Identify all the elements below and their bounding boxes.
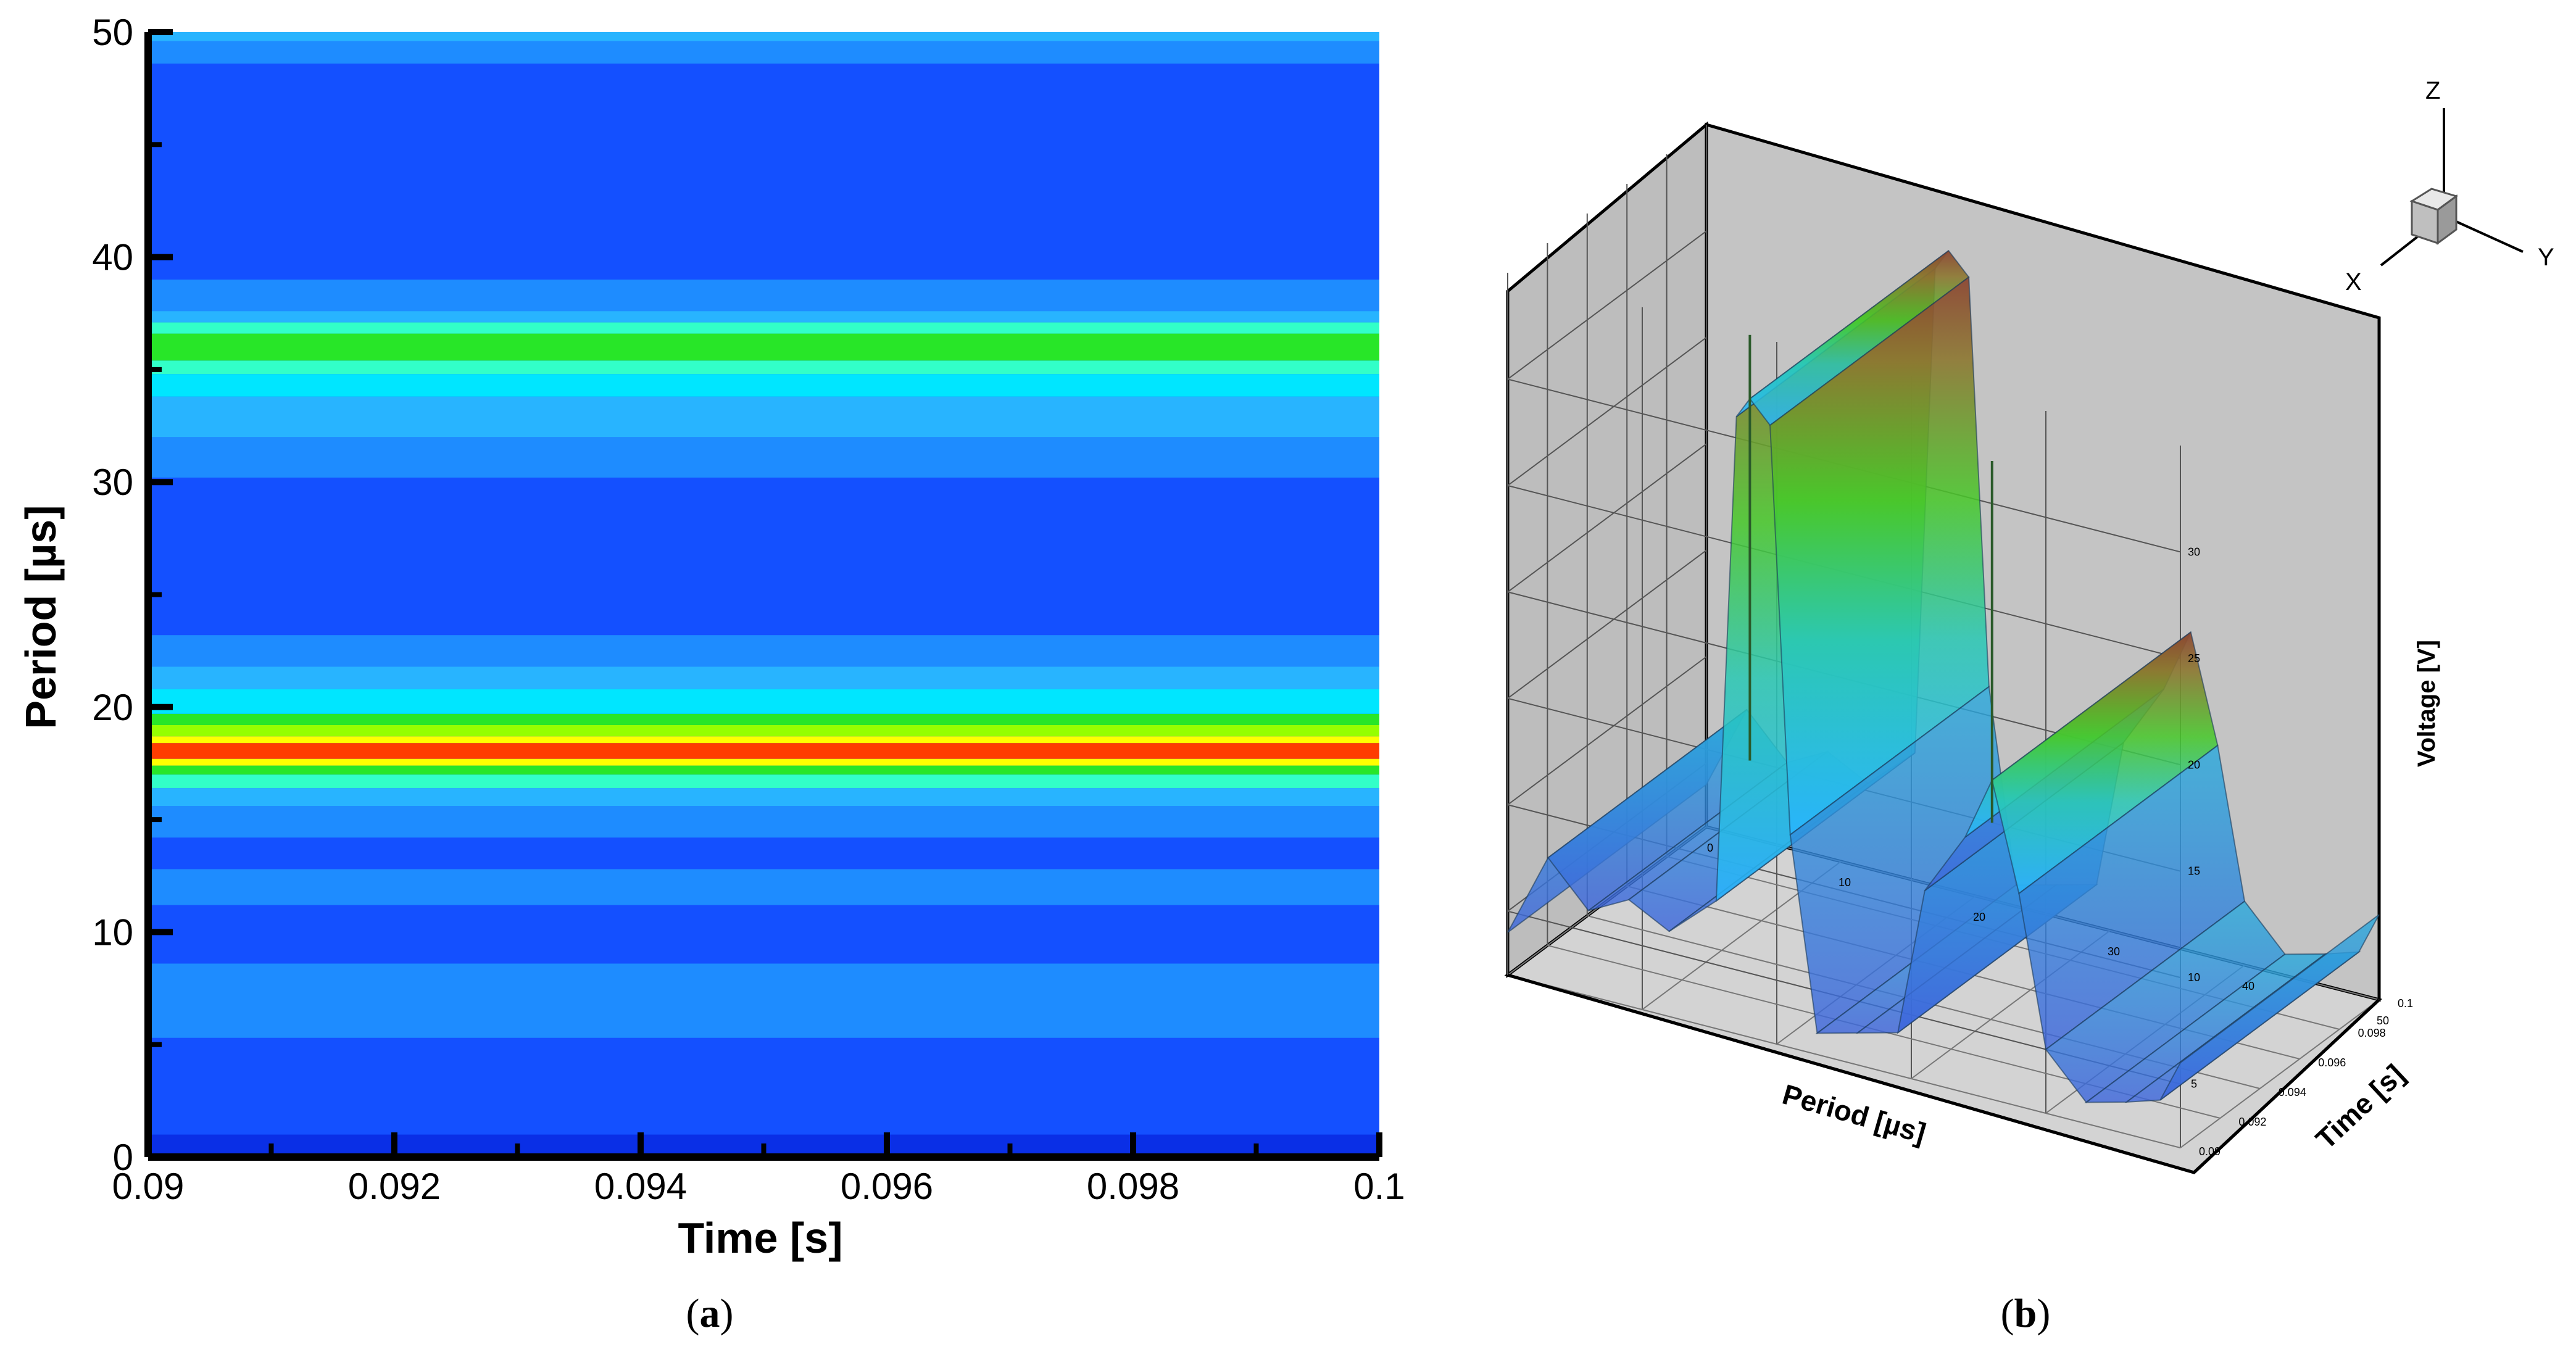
heatmap-x-tick-label: 0.096 [841,1166,933,1207]
surface-time-tick-label: 0.096 [2318,1056,2346,1069]
heatmap-band [148,635,1379,667]
grid-line [1507,230,1707,380]
surface-period-tick-label: 20 [1973,911,1985,923]
heatmap-band [148,322,1379,334]
heatmap-band [148,311,1379,323]
triad-y-label: Y [2538,244,2554,271]
heatmap-x-axis-title: Time [s] [678,1214,842,1262]
heatmap-band [148,724,1379,737]
heatmap-band [148,1037,1379,1135]
surface-voltage-tick-label: 15 [2188,865,2200,878]
heatmap-band [148,713,1379,725]
heatmap-band [148,437,1379,478]
panel-a-caption: (a) [686,1291,734,1336]
surface-voltage-axis-title: Voltage [V] [2413,640,2440,767]
grid-line [1507,549,1707,699]
heatmap-band [148,806,1379,838]
voltage-surface [1507,249,2380,1103]
surface-facet [2159,914,2380,1101]
heatmap-band [148,280,1379,312]
surface-time-tick-label: 0.094 [2279,1086,2306,1098]
heatmap-band [148,774,1379,789]
surface-voltage-tick-label: 20 [2188,758,2200,771]
surface-period-ticks: 0 10 20 30 40 50 [1707,842,2389,1027]
grid-line [1507,656,1707,805]
surface-voltage-tick-label: 25 [2188,652,2200,665]
heatmap-bands [148,32,1379,1157]
heatmap-y-tick-label: 0 [113,1137,133,1178]
surface-period-tick-label: 40 [2242,980,2254,992]
grid-line [2180,999,2380,1148]
heatmap-y-axis-title: Period [µs] [17,505,65,729]
heatmap-band [148,360,1379,375]
grid-line [1507,443,1707,593]
surface-voltage-tick-label: 5 [2191,1078,2197,1090]
surface-period-tick-label: 50 [2377,1015,2389,1027]
heatmap-band [148,666,1379,689]
triad-x-label: X [2345,268,2362,296]
surface-voltage-tick-label: 10 [2188,971,2200,984]
heatmap-band [148,788,1379,807]
heatmap-x-tick-label: 0.1 [1353,1166,1405,1207]
heatmap-x-ticks: 0.09 0.092 0.094 0.096 0.098 0.1 [112,1132,1405,1207]
heatmap-band [148,963,1379,1038]
surface-period-tick-label: 0 [1707,842,1713,854]
heatmap-y-tick-label: 40 [92,237,133,278]
surface-time-ticks: 0.09 0.092 0.094 0.096 0.098 0.1 [2199,997,2413,1158]
heatmap-band [148,905,1379,964]
grid-line [1507,974,2181,1148]
heatmap-y-tick-label: 30 [92,462,133,503]
panel-a: 0.09 0.092 0.094 0.096 0.098 0.1 01020304050 … [17,12,1405,1336]
heatmap-band [148,333,1379,361]
surface-time-tick-label: 0.098 [2358,1027,2386,1039]
heatmap-y-ticks: 0 10 20 30 40 50 [92,12,173,1178]
heatmap-band [148,64,1379,280]
heatmap-band [148,41,1379,64]
heatmap-band [148,743,1379,759]
triad-z-label: Z [2425,77,2440,104]
heatmap-band [148,477,1379,636]
heatmap-x-tick-label: 0.092 [348,1166,441,1207]
surface-period-tick-label: 10 [1839,876,1851,889]
heatmap-y-tick-label: 10 [92,911,133,953]
surface-box-edges [1507,973,2380,1174]
heatmap-band [148,869,1379,905]
heatmap-y-tick-label: 50 [92,12,133,53]
surface-period-tick-label: 30 [2108,945,2120,958]
heatmap-band [148,374,1379,397]
heatmap-band [148,32,1379,41]
surface-voltage-ticks: 5 10 15 20 25 30 [2188,546,2200,1090]
surface-time-tick-label: 0.09 [2199,1145,2221,1158]
heatmap-band [148,396,1379,438]
panel-b-caption: (b) [2001,1291,2051,1336]
heatmap-y-tick-label: 20 [92,687,133,728]
orientation-triad: Z Y X [2345,77,2554,296]
heatmap-band [148,765,1379,775]
surface-time-tick-label: 0.092 [2238,1116,2266,1128]
surface-voltage-tick-label: 30 [2188,546,2200,558]
surface-time-tick-label: 0.1 [2398,997,2413,1010]
heatmap-x-tick-label: 0.098 [1087,1166,1179,1207]
heatmap-x-tick-label: 0.09 [112,1166,185,1207]
heatmap-band [148,837,1379,869]
grid-line [1507,337,1707,486]
heatmap-band [148,736,1379,744]
heatmap-band [148,689,1379,714]
heatmap-x-tick-label: 0.094 [594,1166,687,1207]
heatmap-band [148,758,1379,766]
